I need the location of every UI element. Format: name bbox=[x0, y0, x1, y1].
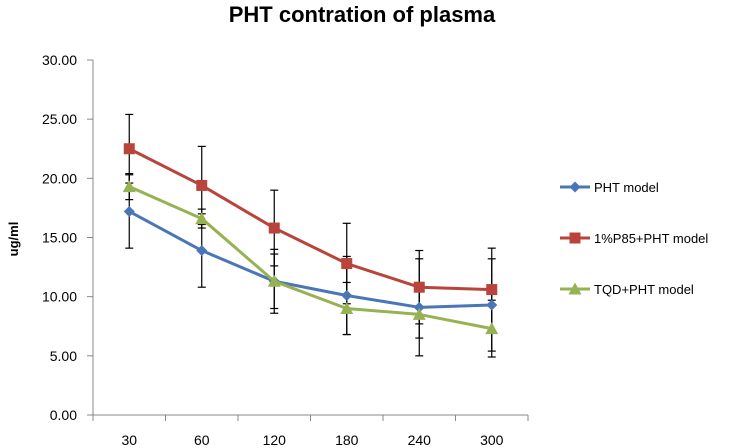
data-point bbox=[123, 205, 135, 217]
x-tick-label: 300 bbox=[480, 432, 504, 448]
legend: PHT model 1%P85+PHT model TQD+PHT model bbox=[560, 180, 708, 297]
data-point bbox=[268, 222, 280, 234]
error-bars-pht-model bbox=[125, 174, 496, 357]
series-line bbox=[128, 210, 492, 309]
axes: 0.00 5.00 10.00 15.00 20.00 25.00 30.00 30 60 120… bbox=[42, 52, 529, 448]
data-point bbox=[340, 302, 354, 314]
y-tick-label: 15.00 bbox=[42, 230, 77, 246]
error-bars-1-p85-pht-model bbox=[125, 113, 496, 332]
x-tick-label: 240 bbox=[408, 432, 432, 448]
error-bars-tqd-pht-model bbox=[125, 173, 496, 358]
x-tick-label: 60 bbox=[194, 432, 210, 448]
series-tqd-pht-model bbox=[122, 180, 499, 335]
x-tick-label: 30 bbox=[121, 432, 137, 448]
data-point bbox=[413, 301, 425, 313]
x-tick-label: 120 bbox=[263, 432, 287, 448]
legend-marker bbox=[569, 181, 581, 193]
legend-label: TQD+PHT model bbox=[594, 282, 694, 297]
data-point bbox=[122, 180, 136, 193]
data-point bbox=[267, 274, 281, 287]
data-point bbox=[196, 245, 208, 257]
data-point bbox=[486, 284, 498, 296]
data-point bbox=[341, 258, 353, 270]
data-point bbox=[413, 281, 425, 293]
series-line bbox=[128, 147, 492, 292]
legend-label: 1%P85+PHT model bbox=[594, 231, 708, 246]
series-1-p85-pht-model bbox=[123, 143, 498, 296]
data-point bbox=[123, 143, 135, 155]
legend-item-1-p85-pht-model: 1%P85+PHT model bbox=[560, 231, 708, 246]
series-line bbox=[128, 185, 493, 331]
data-point bbox=[485, 322, 499, 335]
series-pht-model bbox=[123, 205, 498, 313]
y-axis-label: ug/ml bbox=[6, 222, 21, 257]
y-tick-label: 20.00 bbox=[42, 170, 77, 186]
chart-title: PHT contration of plasma bbox=[229, 2, 496, 27]
y-tick-label: 25.00 bbox=[42, 111, 77, 127]
legend-label: PHT model bbox=[594, 180, 659, 195]
y-tick-label: 0.00 bbox=[50, 407, 77, 423]
data-point bbox=[196, 179, 208, 191]
data-point bbox=[412, 307, 426, 320]
x-tick-label: 180 bbox=[335, 432, 359, 448]
plot-area bbox=[122, 113, 499, 358]
y-tick-label: 5.00 bbox=[50, 348, 77, 364]
legend-marker bbox=[568, 282, 582, 295]
legend-item-pht-model: PHT model bbox=[560, 180, 659, 195]
data-point bbox=[195, 212, 209, 225]
data-point bbox=[486, 299, 498, 311]
data-point bbox=[341, 289, 353, 301]
y-tick-label: 10.00 bbox=[42, 289, 77, 305]
legend-marker bbox=[569, 232, 581, 244]
y-tick-label: 30.00 bbox=[42, 52, 77, 68]
legend-item-tqd-pht-model: TQD+PHT model bbox=[560, 282, 694, 297]
